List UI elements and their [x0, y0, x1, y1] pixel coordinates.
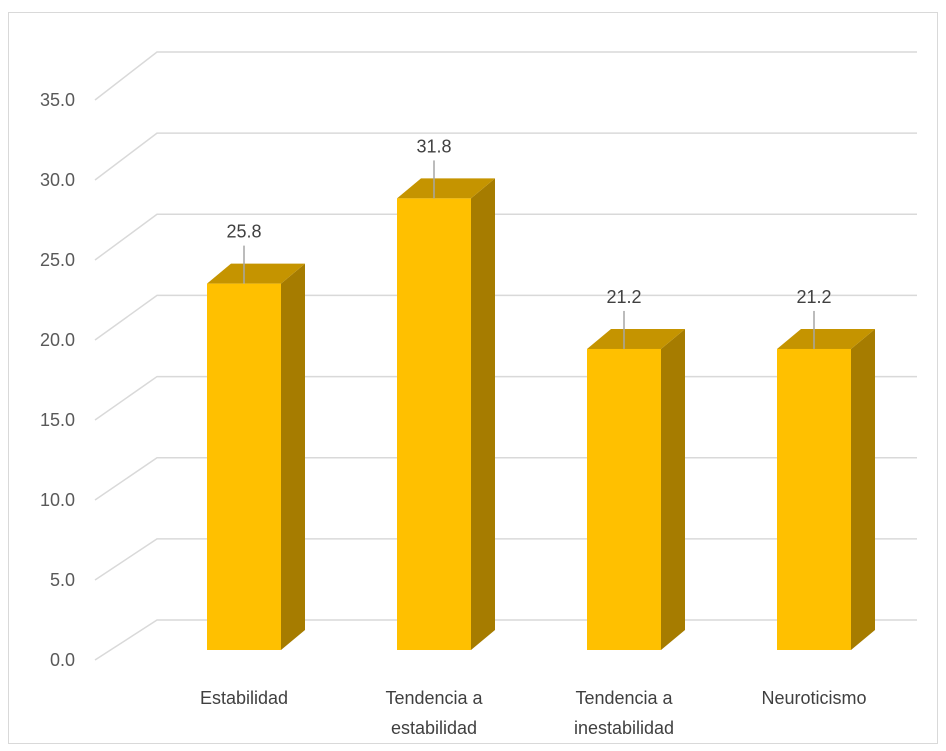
x-tick-label: Tendencia a inestabilidad: [574, 688, 674, 738]
x-tick-label: Estabilidad: [200, 688, 288, 708]
y-tick-label: 0.0: [50, 650, 75, 670]
data-labels: 25.8 31.8 21.2 21.2: [226, 136, 832, 349]
bar-side: [471, 178, 495, 650]
y-tick-label: 5.0: [50, 570, 75, 590]
gridline: [94, 213, 917, 261]
gridline: [94, 294, 917, 341]
y-tick-label: 10.0: [40, 490, 75, 510]
data-label: 25.8: [226, 222, 261, 242]
gridline: [94, 132, 917, 181]
bar: [587, 348, 661, 650]
x-tick-label: Tendencia a estabilidad: [385, 688, 483, 738]
y-tick-label: 35.0: [40, 90, 75, 110]
bar: [207, 283, 281, 650]
bars: [207, 178, 875, 650]
y-tick-label: 15.0: [40, 410, 75, 430]
data-label: 21.2: [796, 287, 831, 307]
bar-top: [587, 328, 685, 349]
x-tick-label: Neuroticismo: [761, 688, 866, 708]
data-label: 21.2: [606, 287, 641, 307]
bar: [397, 198, 471, 650]
bar-side: [281, 263, 305, 650]
x-axis: Estabilidad Tendencia a estabilidad Tendenc…: [200, 688, 867, 738]
y-tick-label: 30.0: [40, 170, 75, 190]
y-axis: 0.0 5.0 10.0 15.0 20.0 25.0 30.0 35.0: [40, 90, 75, 670]
data-label: 31.8: [416, 136, 451, 156]
bar: [777, 348, 851, 650]
bar-top: [207, 263, 305, 284]
y-tick-label: 20.0: [40, 330, 75, 350]
bar-top: [777, 328, 875, 349]
y-tick-label: 25.0: [40, 250, 75, 270]
bar-top: [397, 178, 495, 199]
bar-side: [851, 328, 875, 650]
gridline: [94, 51, 917, 101]
bar-side: [661, 328, 685, 650]
